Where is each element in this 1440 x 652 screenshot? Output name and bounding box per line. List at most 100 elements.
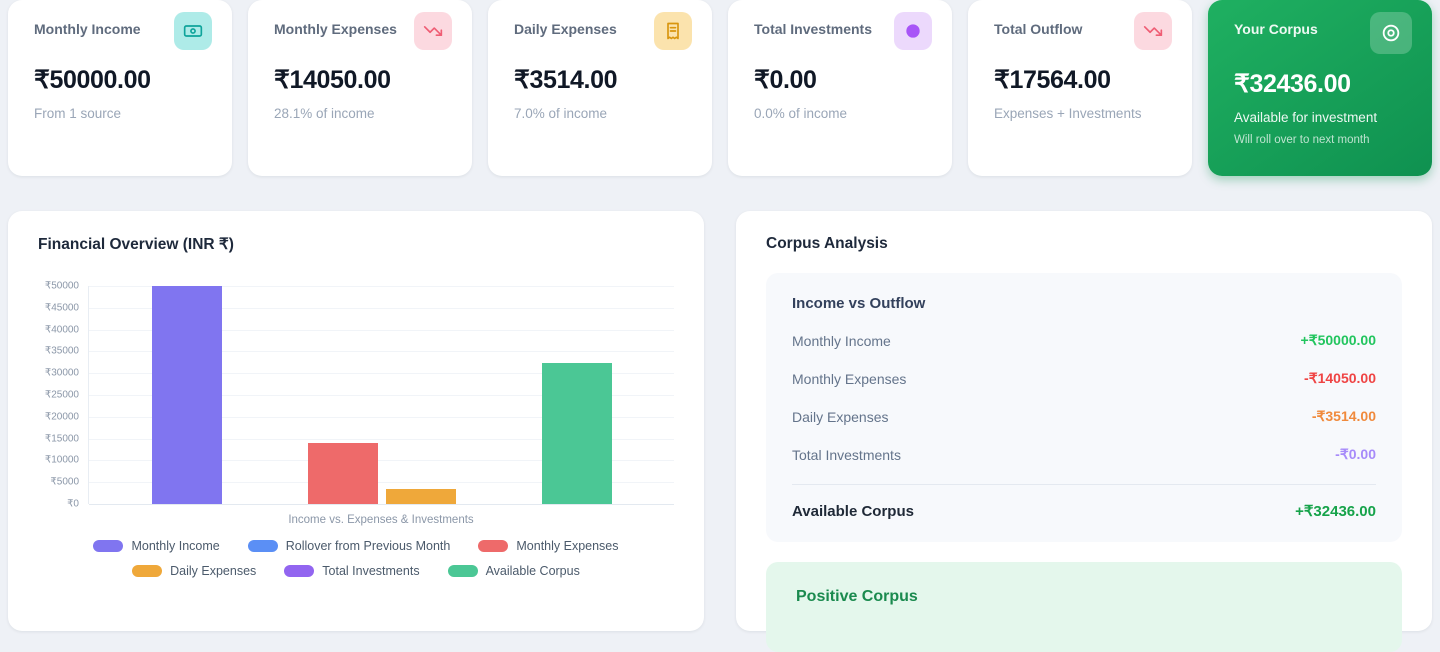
y-axis-tick: ₹20000	[44, 411, 79, 423]
card-subtitle: Available for investment	[1234, 110, 1378, 125]
y-axis-tick: ₹5000	[50, 476, 79, 488]
card-title: Your Corpus	[1234, 21, 1318, 37]
card-title: Total Outflow	[994, 21, 1083, 37]
legend-label: Monthly Expenses	[516, 539, 619, 553]
panel-title: Corpus Analysis	[766, 235, 888, 252]
financial-overview-panel: Financial Overview (INR ₹) ₹0 ₹5000 ₹10000…	[8, 211, 704, 631]
gridline	[89, 460, 674, 462]
summary-value: -₹3514.00	[1311, 408, 1376, 424]
card-value: ₹14050.00	[274, 66, 391, 94]
legend-swatch	[478, 540, 509, 552]
summary-value: +₹50000.00	[1300, 332, 1376, 348]
legend-item-rollover-from-previous-month[interactable]: Rollover from Previous Month	[247, 539, 451, 553]
gridline	[89, 351, 674, 353]
stat-card-your-corpus: Your Corpus ₹32436.00 Available for inve…	[1208, 0, 1432, 176]
chart-title: Financial Overview (INR ₹)	[38, 236, 234, 253]
card-subtitle: 0.0% of income	[754, 106, 848, 121]
divider	[792, 484, 1376, 485]
legend-label: Monthly Income	[131, 539, 220, 553]
bar-daily-expenses	[385, 488, 456, 504]
card-head: Your Corpus	[1234, 12, 1412, 54]
card-subtitle: 28.1% of income	[274, 106, 375, 121]
chart-plot-area	[88, 286, 674, 505]
chart-legend: Monthly Income Rollover from Previous Mon…	[38, 539, 674, 578]
bar-monthly-expenses	[307, 442, 378, 504]
summary-label: Monthly Income	[792, 332, 891, 349]
stat-card-monthly-income: Monthly Income ₹50000.00 From 1 source	[8, 0, 232, 176]
gridline	[89, 482, 674, 484]
summary-label: Daily Expenses	[792, 408, 889, 425]
legend-label: Rollover from Previous Month	[285, 539, 451, 553]
y-axis-tick: ₹0	[67, 498, 79, 510]
card-subtitle: Expenses + Investments	[994, 106, 1142, 121]
summary-row-monthly-expenses: Monthly Expenses -₹14050.00	[792, 370, 1376, 387]
gridline	[89, 307, 674, 309]
legend-item-daily-expenses[interactable]: Daily Expenses	[132, 564, 256, 578]
summary-row-daily-expenses: Daily Expenses -₹3514.00	[792, 408, 1376, 425]
legend-item-monthly-income[interactable]: Monthly Income	[93, 539, 220, 553]
gridline	[89, 373, 674, 375]
legend-row: Monthly Income Rollover from Previous Mon…	[38, 539, 674, 553]
legend-swatch	[284, 565, 315, 577]
card-value: ₹3514.00	[514, 66, 618, 94]
card-title: Daily Expenses	[514, 21, 617, 37]
summary-value: -₹0.00	[1335, 446, 1376, 462]
legend-item-total-investments[interactable]: Total Investments	[284, 564, 420, 578]
panels-row: Financial Overview (INR ₹) ₹0 ₹5000 ₹10000…	[0, 211, 1440, 652]
legend-label: Available Corpus	[485, 564, 580, 578]
stat-card-daily-expenses: Daily Expenses ₹3514.00 7.0% of income	[488, 0, 712, 176]
legend-item-monthly-expenses[interactable]: Monthly Expenses	[478, 539, 619, 553]
legend-item-available-corpus[interactable]: Available Corpus	[447, 564, 580, 578]
card-head: Total Investments	[754, 12, 932, 50]
savings-target-icon	[1370, 12, 1412, 54]
y-axis-tick: ₹50000	[44, 280, 79, 292]
stat-card-monthly-expenses: Monthly Expenses ₹14050.00 28.1% of inco…	[248, 0, 472, 176]
stat-card-total-investments: Total Investments ₹0.00 0.0% of income	[728, 0, 952, 176]
card-value: ₹0.00	[754, 66, 817, 94]
card-head: Total Outflow	[994, 12, 1172, 50]
coin-icon	[894, 12, 932, 50]
legend-row: Daily Expenses Total Investments Available…	[38, 564, 674, 578]
card-title: Monthly Expenses	[274, 21, 397, 37]
card-value: ₹50000.00	[34, 66, 151, 94]
trending-down-icon	[1134, 12, 1172, 50]
legend-label: Total Investments	[322, 564, 420, 578]
card-head: Monthly Expenses	[274, 12, 452, 50]
total-value: +₹32436.00	[1295, 503, 1376, 520]
summary-rows: Monthly Income +₹50000.00 Monthly Expenses…	[792, 332, 1376, 463]
trending-down-icon	[414, 12, 452, 50]
summary-heading: Income vs Outflow	[792, 295, 926, 312]
y-axis-tick: ₹25000	[44, 389, 79, 401]
card-value: ₹17564.00	[994, 66, 1111, 94]
banknote-icon	[174, 12, 212, 50]
summary-row-total-investments: Total Investments -₹0.00	[792, 446, 1376, 463]
legend-label: Daily Expenses	[170, 564, 257, 578]
income-vs-outflow-box: Income vs Outflow Monthly Income +₹50000.…	[766, 273, 1402, 542]
summary-label: Total Investments	[792, 446, 901, 463]
summary-row-monthly-income: Monthly Income +₹50000.00	[792, 332, 1376, 349]
gridline	[89, 504, 674, 505]
bar-chart: ₹0 ₹5000 ₹10000 ₹15000 ₹20000 ₹25000 ₹30000 ₹35…	[38, 281, 674, 510]
gridline	[89, 395, 674, 396]
legend-swatch	[447, 565, 478, 577]
y-axis-tick: ₹45000	[44, 302, 79, 314]
summary-value: -₹14050.00	[1304, 370, 1376, 386]
y-axis-tick: ₹30000	[44, 367, 79, 379]
available-corpus-row: Available Corpus +₹32436.00	[792, 502, 1376, 521]
receipt-icon	[654, 12, 692, 50]
bar-monthly-income	[151, 286, 222, 504]
card-title: Monthly Income	[34, 21, 141, 37]
legend-swatch	[132, 565, 163, 577]
legend-swatch	[93, 540, 124, 552]
stats-row: Monthly Income ₹50000.00 From 1 source M…	[0, 0, 1440, 176]
card-subtitle: From 1 source	[34, 106, 122, 121]
corpus-rollover-note: Will roll over to next month	[1234, 134, 1370, 146]
gridline	[89, 286, 674, 287]
total-label: Available Corpus	[792, 502, 914, 520]
bar-available-corpus	[541, 362, 612, 504]
chart-y-axis: ₹0 ₹5000 ₹10000 ₹15000 ₹20000 ₹25000 ₹30000 ₹35…	[38, 281, 88, 510]
y-axis-tick: ₹10000	[44, 454, 79, 466]
corpus-analysis-panel: Corpus Analysis Income vs Outflow Monthl…	[736, 211, 1432, 652]
status-heading: Positive Corpus	[796, 588, 918, 605]
card-subtitle: 7.0% of income	[514, 106, 608, 121]
